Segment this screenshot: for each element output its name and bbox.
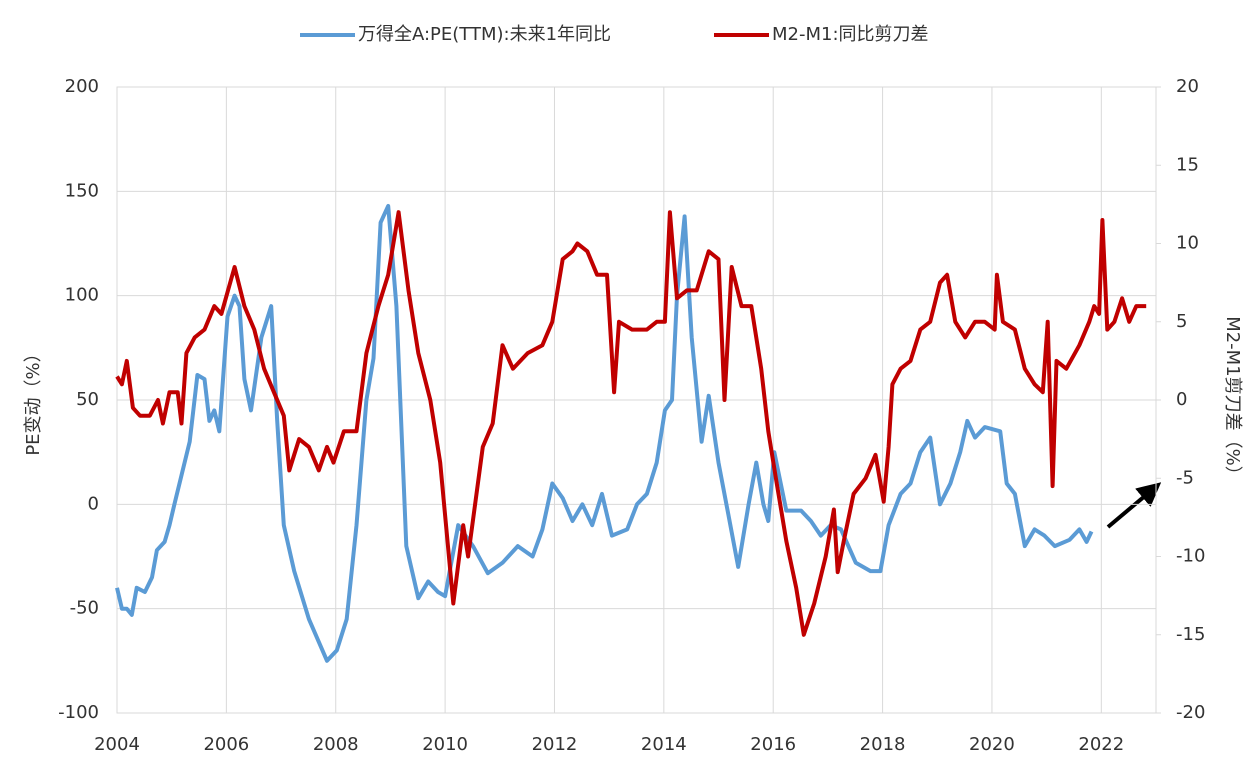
y-tick-label: 50 xyxy=(76,389,99,410)
x-tick-label: 2004 xyxy=(94,734,140,755)
y2-tick-label: -5 xyxy=(1176,467,1194,488)
data-line xyxy=(115,210,1147,637)
y2-tick-label: 5 xyxy=(1176,311,1187,332)
x-tick-label: 2008 xyxy=(313,734,359,755)
x-tick-label: 2012 xyxy=(532,734,578,755)
legend-label: 万得全A:PE(TTM):未来1年同比 xyxy=(358,24,611,45)
x-tick-label: 2014 xyxy=(641,734,687,755)
y2-tick-label: 0 xyxy=(1176,389,1187,410)
y-axis-title: PE变动（%） xyxy=(23,344,44,455)
y2-tick-label: 20 xyxy=(1176,76,1199,97)
y2-tick-label: -20 xyxy=(1176,702,1205,723)
y2-tick-label: 15 xyxy=(1176,154,1199,175)
y-tick-label: 150 xyxy=(65,180,99,201)
plot-border xyxy=(116,86,1157,714)
y2-tick-label: -15 xyxy=(1176,624,1205,645)
y-tick-label: -50 xyxy=(70,598,99,619)
x-tick-label: 2010 xyxy=(422,734,468,755)
y2-tick-label: 10 xyxy=(1176,233,1199,254)
y-tick-label: 200 xyxy=(65,76,99,97)
x-tick-label: 2006 xyxy=(203,734,249,755)
data-line xyxy=(115,203,1094,663)
annotation-arrow xyxy=(1106,482,1162,529)
y-tick-label: -100 xyxy=(58,702,99,723)
x-tick-label: 2016 xyxy=(750,734,796,755)
y2-axis-title: M2-M1剪刀差（%） xyxy=(1222,316,1243,484)
x-tick-label: 2022 xyxy=(1078,734,1124,755)
y-tick-label: 0 xyxy=(88,493,99,514)
y-tick-label: 100 xyxy=(65,285,99,306)
y2-tick-label: -10 xyxy=(1176,546,1205,567)
legend-label: M2-M1:同比剪刀差 xyxy=(772,24,929,45)
x-tick-label: 2020 xyxy=(969,734,1015,755)
x-tick-label: 2018 xyxy=(860,734,906,755)
